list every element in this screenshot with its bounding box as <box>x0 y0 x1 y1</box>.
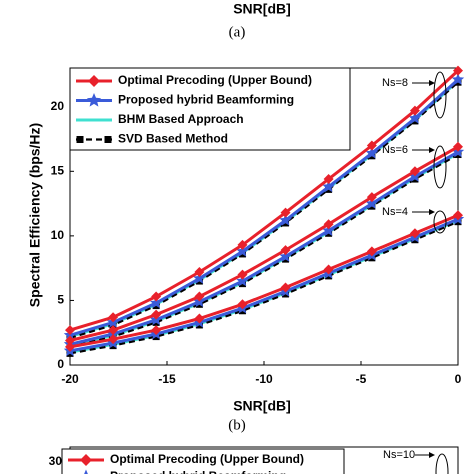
annotation-ellipse <box>433 210 447 234</box>
x-axis-label: SNR[dB] <box>233 398 291 414</box>
series-line <box>69 153 459 348</box>
annotation: Ns=4 <box>382 206 408 218</box>
marker <box>366 140 377 151</box>
annotation: Ns=10 <box>383 449 415 461</box>
legend-label: Proposed hybrid Beamforming <box>110 469 286 474</box>
series-line <box>69 81 459 339</box>
marker <box>322 180 335 193</box>
x-tick-label: 0 <box>455 372 462 386</box>
top-caption: (a) <box>229 24 246 40</box>
marker <box>280 245 291 256</box>
y-tick-label: 10 <box>51 228 65 242</box>
marker <box>65 341 75 352</box>
marker <box>193 272 206 284</box>
marker <box>194 267 205 278</box>
marker <box>237 269 248 280</box>
legend-box <box>61 448 345 474</box>
marker <box>453 65 463 76</box>
annotation-ellipse <box>433 145 447 189</box>
annotation: Ns=8 <box>382 77 408 89</box>
x-tick-label: -5 <box>356 372 367 386</box>
marker <box>108 312 119 323</box>
marker <box>323 174 334 185</box>
series-line <box>69 217 459 353</box>
marker <box>322 224 335 236</box>
marker <box>323 219 334 230</box>
legend-box <box>69 67 351 151</box>
marker <box>84 469 88 474</box>
marker <box>237 239 248 250</box>
x-tick-label: -20 <box>61 372 79 386</box>
marker <box>453 141 463 152</box>
marker <box>323 264 334 275</box>
series-line <box>69 150 459 346</box>
marker <box>65 325 75 336</box>
annotation-ellipse <box>433 71 447 119</box>
marker <box>453 210 463 221</box>
marker <box>151 309 162 320</box>
series-line <box>69 145 459 342</box>
top-x-axis-label: SNR[dB] <box>233 1 291 17</box>
x-tick-label: -10 <box>255 372 273 386</box>
arrow-head <box>429 209 435 215</box>
marker <box>76 136 84 143</box>
marker <box>409 228 420 239</box>
marker <box>366 192 377 203</box>
marker <box>86 93 102 107</box>
legend-label: Proposed hybrid Beamforming <box>118 93 294 107</box>
y-tick-label: 5 <box>57 293 64 307</box>
series-line <box>69 220 459 355</box>
series-line <box>69 78 460 337</box>
legend-label: BHM Based Approach <box>118 112 244 126</box>
y-axis-label: Spectral Efficiency (bps/Hz) <box>27 123 43 307</box>
marker <box>280 282 291 293</box>
marker <box>280 207 291 218</box>
marker <box>236 244 249 257</box>
marker <box>236 274 249 287</box>
legend-label: SVD Based Method <box>118 132 228 146</box>
marker <box>194 313 205 324</box>
marker <box>65 335 75 346</box>
arrow-head <box>429 147 435 153</box>
marker <box>409 166 420 177</box>
y-tick-label: 15 <box>51 163 65 177</box>
marker <box>88 75 100 87</box>
marker <box>366 246 377 257</box>
x-tick-label: -15 <box>158 372 176 386</box>
series-line <box>69 69 460 332</box>
legend-label: Optimal Precoding (Upper Bound) <box>110 452 304 466</box>
annotation: Ns=6 <box>382 144 408 156</box>
marker <box>80 454 92 466</box>
arrow-head <box>429 452 435 458</box>
marker <box>151 325 162 336</box>
marker <box>451 73 465 85</box>
marker <box>150 296 163 309</box>
marker <box>108 325 119 336</box>
y-tick-label: 0 <box>57 357 64 371</box>
y-tick-label: 30 <box>49 454 63 468</box>
marker <box>365 197 378 209</box>
series-line <box>69 213 459 349</box>
marker <box>194 291 205 302</box>
marker <box>104 136 112 143</box>
arrow-head <box>429 80 435 86</box>
marker <box>365 146 378 159</box>
marker <box>237 299 248 310</box>
marker <box>409 105 420 116</box>
legend-label: Optimal Precoding (Upper Bound) <box>118 73 312 87</box>
annotation-ellipse <box>435 453 449 474</box>
marker <box>279 250 292 262</box>
marker <box>279 213 292 226</box>
marker <box>151 291 162 302</box>
caption: (b) <box>228 417 246 433</box>
marker <box>108 334 119 345</box>
marker <box>408 111 422 124</box>
y-tick-label: 20 <box>51 99 65 113</box>
